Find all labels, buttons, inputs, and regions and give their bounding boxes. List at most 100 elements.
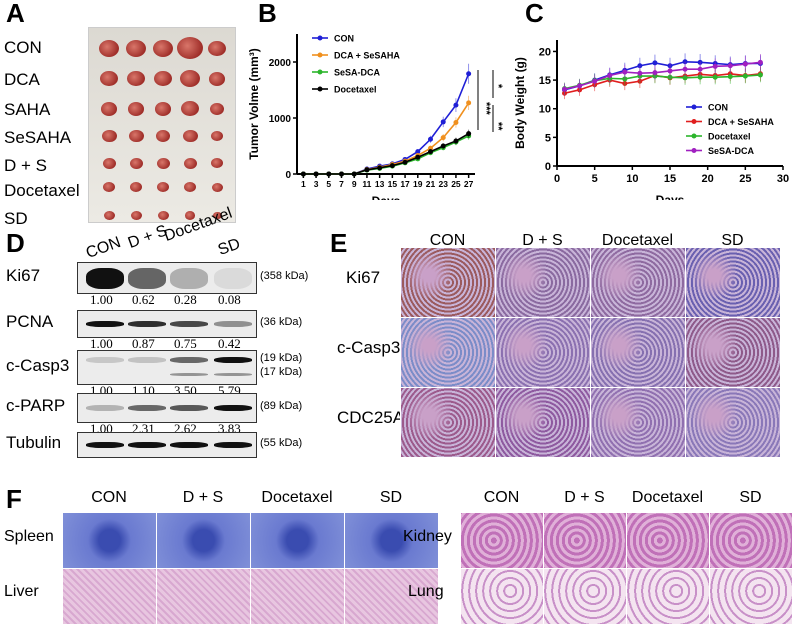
ihc-row-label: Ki67 bbox=[346, 268, 381, 287]
blot-band bbox=[214, 357, 252, 363]
tumor bbox=[157, 182, 169, 193]
tumor bbox=[100, 71, 118, 87]
data-point bbox=[339, 171, 344, 177]
blot-row-label: PCNA bbox=[6, 312, 54, 331]
blot-row-label: Tubulin bbox=[6, 433, 62, 452]
blot-band bbox=[86, 321, 124, 327]
panel-label-c: C bbox=[525, 0, 544, 28]
western-blot bbox=[77, 310, 257, 338]
row-label: Docetaxel bbox=[4, 181, 80, 200]
ihc-image bbox=[685, 317, 781, 388]
blot-band bbox=[170, 321, 208, 327]
x-tick-label: 25 bbox=[451, 179, 461, 189]
tumor bbox=[181, 101, 199, 117]
tumor bbox=[184, 182, 196, 193]
data-point bbox=[326, 171, 332, 177]
series-line bbox=[564, 61, 761, 91]
x-tick-label: 30 bbox=[777, 173, 789, 185]
y-tick-label: 5 bbox=[545, 132, 551, 144]
tumor bbox=[182, 129, 198, 143]
tumor bbox=[208, 41, 226, 57]
ihc-image bbox=[495, 317, 591, 388]
molecular-weight-label: (55 kDa) bbox=[260, 437, 303, 449]
legend-entry: Docetaxel bbox=[708, 132, 751, 142]
x-tick-label: 13 bbox=[375, 179, 385, 189]
x-tick-label: 9 bbox=[352, 179, 357, 189]
blot-band bbox=[170, 442, 208, 448]
data-point bbox=[562, 86, 568, 92]
tissue-image bbox=[709, 512, 793, 569]
data-point bbox=[757, 59, 763, 65]
data-point bbox=[440, 119, 446, 125]
y-axis-label: Body Weight (g) bbox=[513, 57, 527, 149]
legend-marker bbox=[317, 86, 323, 92]
tissue-image bbox=[62, 512, 157, 569]
data-point bbox=[577, 83, 583, 89]
blot-band bbox=[214, 321, 252, 327]
ihc-column-label: SD bbox=[721, 232, 744, 249]
blot-band bbox=[86, 357, 124, 363]
blot-band bbox=[214, 405, 252, 411]
tissue-row-label: Spleen bbox=[4, 528, 54, 545]
tumor bbox=[210, 103, 224, 115]
blot-band bbox=[128, 405, 166, 411]
quantification-value: 0.08 bbox=[218, 292, 241, 307]
ihc-image bbox=[400, 247, 496, 318]
tissue-image bbox=[543, 512, 627, 569]
tumor bbox=[101, 102, 117, 116]
row-label: SD bbox=[4, 209, 28, 228]
molecular-weight-label: (17 kDa) bbox=[260, 366, 303, 378]
x-tick-label: 0 bbox=[554, 173, 560, 185]
ihc-column-label: D + S bbox=[522, 232, 563, 249]
tumor bbox=[154, 71, 172, 87]
tissue-column-label: Docetaxel bbox=[261, 489, 333, 506]
blot-row-label: c-Casp3 bbox=[6, 355, 70, 375]
y-tick-label: 0 bbox=[285, 170, 291, 181]
row-label: SAHA bbox=[4, 100, 51, 119]
legend-entry: CON bbox=[708, 103, 728, 113]
row-label: DCA bbox=[4, 70, 40, 89]
tumor bbox=[103, 182, 115, 193]
ihc-row-label: CDC25A bbox=[337, 408, 405, 427]
data-point bbox=[313, 171, 319, 177]
tumor bbox=[127, 71, 145, 87]
data-point bbox=[453, 119, 459, 125]
data-point bbox=[607, 73, 613, 79]
tumor bbox=[183, 157, 197, 169]
data-point bbox=[652, 70, 658, 76]
legend-marker bbox=[691, 119, 697, 124]
row-label: D + S bbox=[4, 156, 47, 175]
data-point bbox=[428, 149, 433, 155]
tumor bbox=[156, 157, 170, 169]
x-axis-label: Days bbox=[656, 193, 685, 200]
tissue-image bbox=[543, 568, 627, 625]
legend-marker bbox=[691, 104, 697, 110]
y-axis-label: Tumor Volme (mm³) bbox=[247, 48, 261, 160]
x-tick-label: 25 bbox=[739, 173, 751, 185]
molecular-weight-label: (19 kDa) bbox=[260, 352, 303, 364]
blot-band bbox=[214, 373, 252, 376]
ihc-image bbox=[590, 387, 686, 458]
ihc-column-label: Docetaxel bbox=[601, 232, 674, 249]
data-point bbox=[592, 78, 598, 84]
tissue-image bbox=[156, 568, 251, 625]
tumor bbox=[211, 182, 223, 192]
blot-band bbox=[170, 405, 208, 411]
blot-band bbox=[170, 357, 208, 363]
x-axis-label: Days bbox=[372, 194, 401, 200]
molecular-weight-label: (36 kDa) bbox=[260, 316, 303, 328]
tissue-column-label: SD bbox=[739, 489, 762, 506]
x-tick-label: 1 bbox=[301, 179, 306, 189]
tissue-column-label: CON bbox=[483, 489, 520, 506]
significance-marker: ** bbox=[492, 122, 504, 131]
blot-band bbox=[128, 357, 166, 363]
data-point bbox=[742, 61, 748, 67]
tumor bbox=[130, 182, 142, 193]
tumor-volume-chart: 01000200013579111315171921232527DaysTumo… bbox=[247, 34, 504, 201]
tissue-column-label: D + S bbox=[564, 489, 605, 506]
ihc-image bbox=[685, 387, 781, 458]
data-point bbox=[682, 66, 688, 72]
data-point bbox=[712, 63, 718, 69]
tumor bbox=[129, 157, 143, 169]
